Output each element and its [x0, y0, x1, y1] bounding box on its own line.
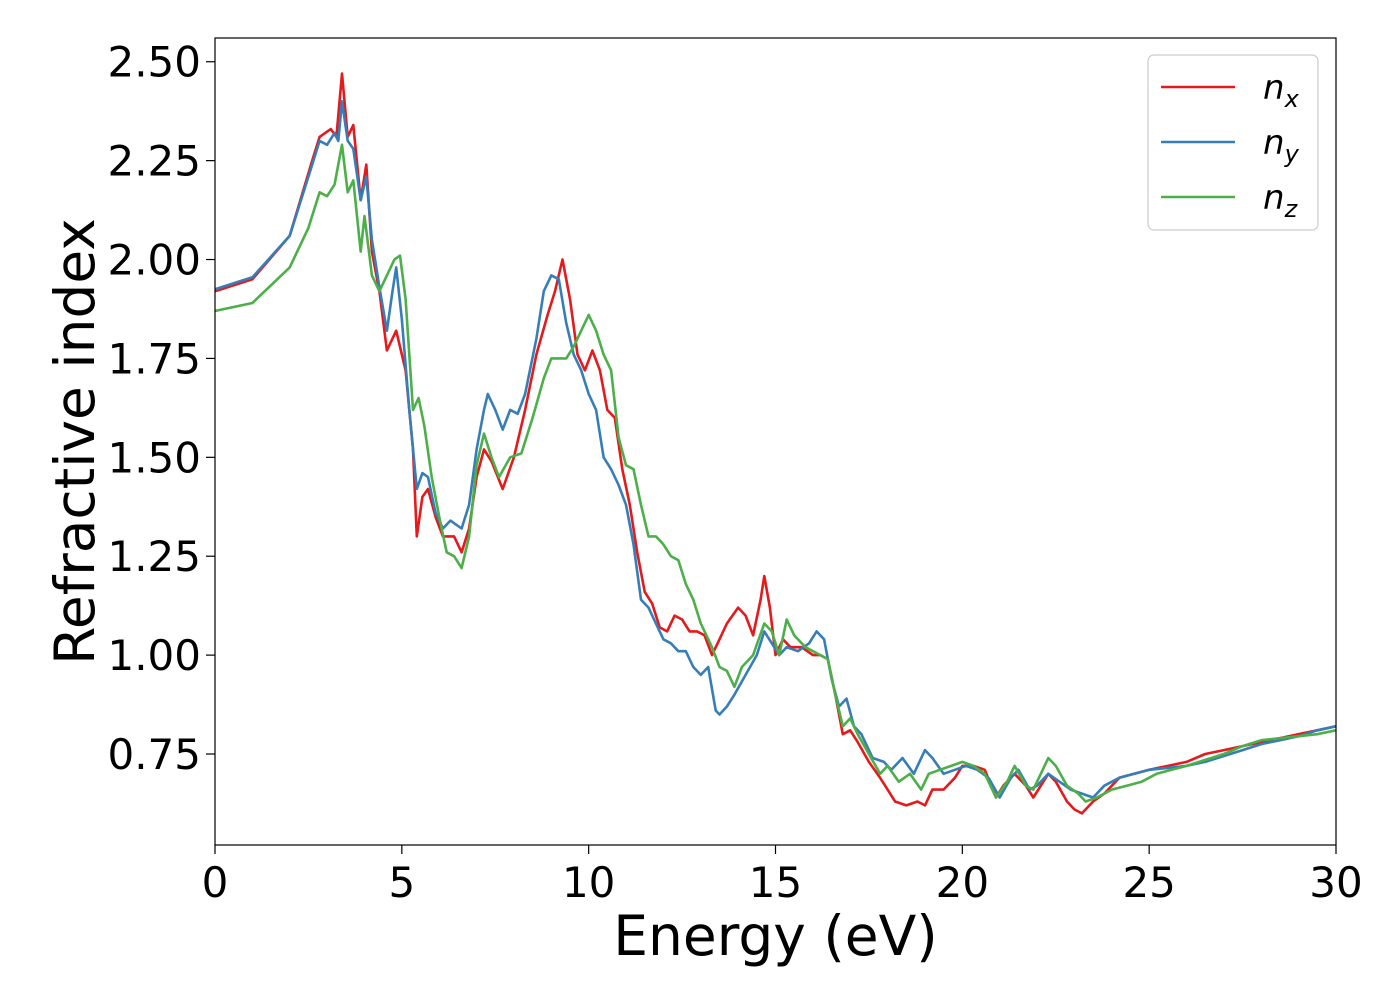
- legend: nx ny nz: [1147, 54, 1319, 231]
- y-tick-label: 2.25: [107, 137, 201, 186]
- legend-label-x: nx: [1263, 68, 1300, 113]
- plot-frame: [214, 37, 1337, 846]
- series-line-z: [215, 143, 1336, 803]
- y-tick-label: 2.00: [107, 236, 201, 285]
- y-tick-label: 1.00: [107, 631, 201, 680]
- legend-label-y: ny: [1263, 123, 1300, 168]
- y-axis-title: Refractive index: [43, 218, 107, 665]
- series-layer: [215, 72, 1336, 815]
- y-tick-label: 1.25: [107, 532, 201, 581]
- legend-label-z: nz: [1263, 178, 1299, 223]
- x-tick-label: 15: [749, 858, 802, 907]
- x-tick-label: 20: [936, 858, 989, 907]
- y-tick-label: 2.50: [107, 38, 201, 87]
- x-tick-label: 25: [1122, 858, 1175, 907]
- tick-layer: 0 5 10 15 20 25 30 0.75 1.00 1.25 1.50 1.75 2.00 2.25…: [107, 38, 1362, 907]
- y-tick-label: 0.75: [107, 730, 201, 779]
- series-line-y: [215, 100, 1336, 799]
- y-tick-label: 1.50: [107, 433, 201, 482]
- x-tick-label: 0: [202, 858, 229, 907]
- x-tick-label: 30: [1309, 858, 1362, 907]
- x-tick-label: 5: [388, 858, 415, 907]
- y-tick-label: 1.75: [107, 334, 201, 383]
- x-axis-title: Energy (eV): [613, 904, 937, 968]
- x-tick-label: 10: [562, 858, 615, 907]
